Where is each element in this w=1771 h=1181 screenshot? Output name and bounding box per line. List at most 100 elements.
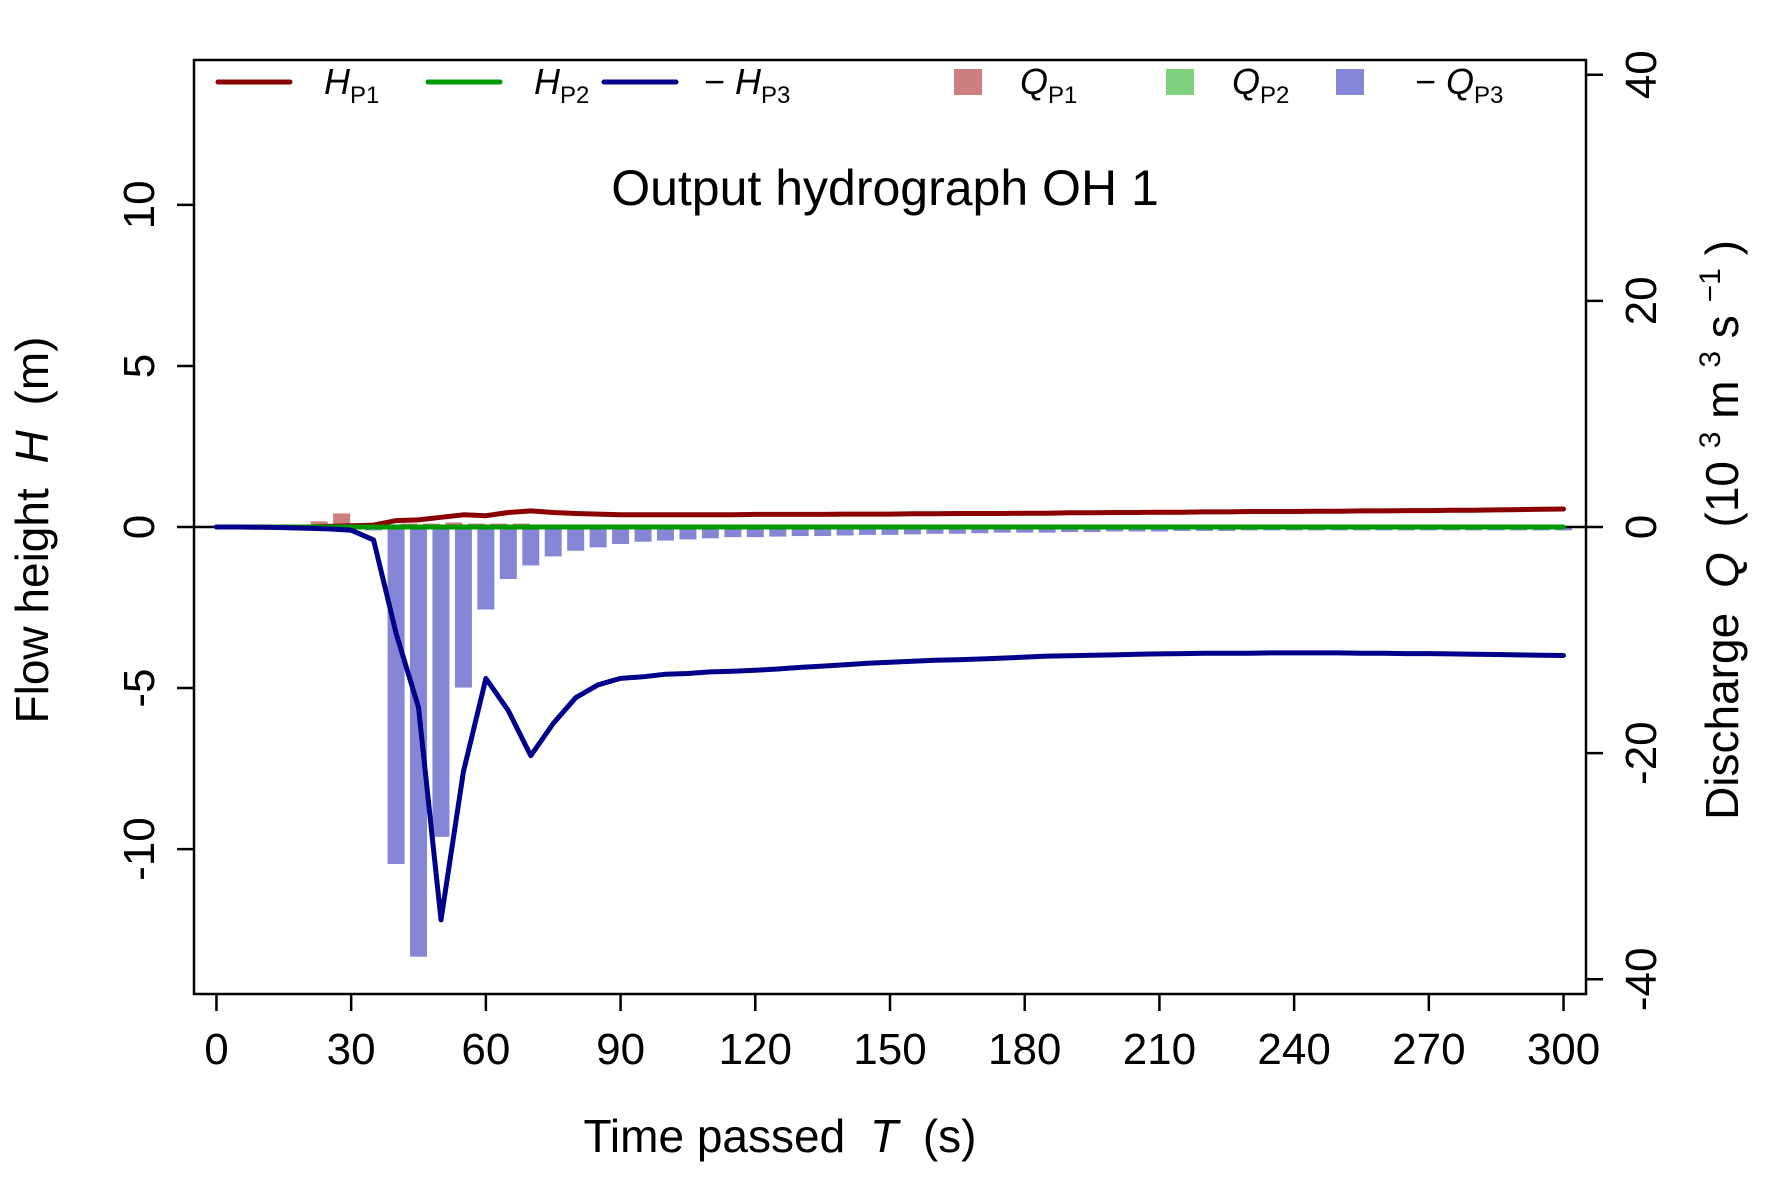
- x-tick-label-150: 150: [853, 1025, 926, 1074]
- y-axis-left-title-symbol: H: [6, 429, 58, 463]
- bar--QP3-130: [791, 527, 809, 537]
- bar--QP3-90: [612, 527, 630, 544]
- legend-label-symbol: Q: [1446, 61, 1474, 102]
- legend-label-symbol: Q: [1020, 61, 1048, 102]
- x-tick-label-60: 60: [461, 1025, 510, 1074]
- y-axis-right-title-text: Discharge: [1696, 613, 1748, 820]
- y-right-tick-label-40: 40: [1617, 50, 1666, 99]
- legend-item-HP3: − HP3: [601, 61, 790, 109]
- bar--QP3-175: [993, 527, 1011, 533]
- bar--QP3-40: [387, 527, 405, 864]
- y-axis-right-title-unit-exp3: −1: [1694, 268, 1727, 302]
- bar--QP3-70: [522, 527, 540, 566]
- legend-label-subscript: P1: [350, 82, 379, 109]
- bar--QP3-135: [814, 527, 832, 537]
- bar--QP3-185: [1038, 527, 1056, 533]
- bar--QP3-85: [589, 527, 607, 548]
- bar--QP3-110: [701, 527, 719, 539]
- bar--QP3-80: [567, 527, 585, 551]
- y-axis-left-title-unit: (m): [6, 337, 58, 406]
- legend-bar-swatch: [954, 69, 982, 95]
- y-axis-right-title-unit-exp2: 3: [1694, 351, 1727, 368]
- legend-label-subscript: P3: [1474, 82, 1503, 109]
- legend-label: QP1: [1020, 61, 1077, 109]
- bar--QP3-160: [926, 527, 944, 534]
- bar--QP3-95: [634, 527, 652, 542]
- y-axis-right-title-unit-mid: m: [1696, 380, 1748, 418]
- legend-label-subscript: P3: [761, 82, 790, 109]
- line-HP1: [214, 506, 1566, 530]
- x-axis: 0 30 60 90 120 150 180 210 240 270 300: [204, 994, 1600, 1074]
- legend-item-HP2: HP2: [425, 61, 589, 109]
- y-right-tick-label-20: 20: [1617, 276, 1666, 325]
- legend-bar-swatch: [1336, 69, 1364, 95]
- y-right-tick-label--40: -40: [1617, 948, 1666, 1012]
- y-axis-right-title: Discharge Q (10 3 m 3 s −1 ): [1678, 240, 1748, 820]
- y-axis-right-title-symbol: Q: [1696, 552, 1748, 588]
- chart-title: Output hydrograph OH 1: [611, 160, 1159, 216]
- x-tick-label-240: 240: [1257, 1025, 1330, 1074]
- y-right-tick-label-0: 0: [1617, 515, 1666, 539]
- bar--QP3-55: [454, 527, 472, 688]
- y-axis-right-title-unit-exp: 3: [1694, 432, 1727, 449]
- bar-series--QP3: [342, 527, 1573, 957]
- bar--QP3-50: [432, 527, 450, 837]
- bar--QP3-140: [836, 527, 854, 536]
- bar--QP3-65: [499, 527, 517, 580]
- y-right-tick-label--20: -20: [1617, 721, 1666, 785]
- y-axis-right-title-unit-open: (10: [1696, 461, 1748, 527]
- x-tick-label-210: 210: [1123, 1025, 1196, 1074]
- legend-label-symbol: H: [735, 61, 762, 102]
- legend-label-subscript: P1: [1048, 82, 1077, 109]
- x-tick-label-120: 120: [719, 1025, 792, 1074]
- y-axis-right-title-unit-mid2: s: [1696, 315, 1748, 338]
- x-axis-title: Time passed T (s): [584, 1110, 977, 1162]
- x-tick-label-0: 0: [204, 1025, 228, 1074]
- x-tick-label-300: 300: [1527, 1025, 1600, 1074]
- bar--QP3-195: [1083, 527, 1101, 533]
- bar--QP3-165: [948, 527, 966, 534]
- x-tick-label-90: 90: [596, 1025, 645, 1074]
- bar--QP3-145: [859, 527, 877, 535]
- legend-item-QP1: QP1: [954, 61, 1077, 109]
- legend-label-prefix: −: [704, 61, 735, 102]
- y-axis-left-title: Flow height H (m): [6, 337, 58, 724]
- y-left-tick-label--5: -5: [115, 668, 164, 707]
- x-tick-label-30: 30: [327, 1025, 376, 1074]
- legend-label-prefix: −: [1415, 61, 1446, 102]
- y-axis-left: -10 -5 0 5 10: [115, 180, 194, 881]
- legend-label: − QP3: [1415, 61, 1503, 109]
- bar--QP3-100: [656, 527, 674, 541]
- legend-label-subscript: P2: [560, 82, 589, 109]
- legend-item-QP2: QP2: [1166, 61, 1289, 109]
- bar--QP3-120: [746, 527, 764, 538]
- y-axis-left-title-text: Flow height: [6, 488, 58, 723]
- y-left-tick-label-5: 5: [115, 354, 164, 378]
- bar--QP3-155: [903, 527, 921, 535]
- bar--QP3-75: [544, 527, 562, 557]
- y-left-tick-label--10: -10: [115, 817, 164, 881]
- x-axis-title-symbol: T: [870, 1110, 901, 1162]
- bar--QP3-125: [769, 527, 787, 537]
- bar--QP3-170: [971, 527, 989, 534]
- x-axis-title-unit: (s): [923, 1110, 977, 1162]
- bar--QP3-180: [1016, 527, 1034, 533]
- bar--QP3-60: [477, 527, 495, 610]
- legend-label: HP1: [324, 61, 379, 109]
- x-tick-label-180: 180: [988, 1025, 1061, 1074]
- legend-label: QP2: [1232, 61, 1289, 109]
- legend-label-symbol: H: [324, 61, 351, 102]
- legend-label-subscript: P2: [1260, 82, 1289, 109]
- bar--QP3-115: [724, 527, 742, 538]
- y-axis-right: -40 -20 0 20 40: [1586, 50, 1666, 1011]
- legend-bar-swatch: [1166, 69, 1194, 95]
- bar--QP3-150: [881, 527, 899, 535]
- y-left-tick-label-10: 10: [115, 180, 164, 229]
- bar--QP3-105: [679, 527, 697, 540]
- legend-item-HP1: HP1: [215, 61, 379, 109]
- y-axis-right-title-unit-close: ): [1696, 240, 1748, 255]
- legend-label: HP2: [534, 61, 589, 109]
- line--HP3: [214, 524, 1566, 923]
